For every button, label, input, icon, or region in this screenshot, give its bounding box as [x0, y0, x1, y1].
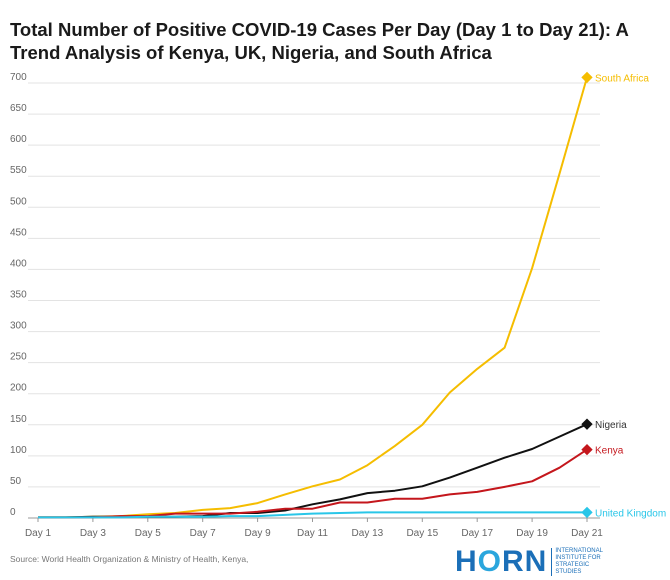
- end-marker-south-africa: [581, 71, 593, 84]
- series-line-united-kingdom: [38, 511, 587, 519]
- y-tick-label: 0: [10, 507, 16, 518]
- y-axis: 0 50 100 150 200 250 300 350 400 450 500 550 600 650 7…: [10, 72, 27, 518]
- series-labels: South Africa Nigeria Kenya United Kingdom: [595, 73, 666, 519]
- y-tick-label: 300: [10, 321, 27, 332]
- series-label-south-africa: South Africa: [595, 73, 649, 84]
- y-tick-label: 50: [10, 476, 22, 487]
- x-tick-label: Day 7: [190, 528, 217, 539]
- y-tick-label: 550: [10, 165, 27, 176]
- y-tick-label: 250: [10, 352, 27, 363]
- series-line-kenya: [38, 448, 588, 519]
- x-tick-label: Day 17: [461, 528, 493, 539]
- y-tick-label: 200: [10, 383, 27, 394]
- y-tick-label: 650: [10, 103, 27, 114]
- end-marker-nigeria: [581, 418, 593, 430]
- series-label-nigeria: Nigeria: [595, 420, 627, 431]
- end-marker-kenya: [581, 443, 593, 456]
- x-tick-label: Day 9: [245, 528, 272, 539]
- end-marker-united-kingdom: [581, 506, 593, 519]
- y-tick-label: 600: [10, 134, 27, 145]
- series-label-kenya: Kenya: [595, 446, 624, 457]
- x-tick-label: Day 15: [406, 528, 438, 539]
- y-tick-label: 500: [10, 196, 27, 207]
- series-line-south-africa: [38, 77, 588, 519]
- logo-tagline: INTERNATIONAL INSTITUTE FOR STRATEGIC ST…: [551, 548, 615, 576]
- line-chart: 0 50 100 150 200 250 300 350 400 450 500 550 600 650 7…: [10, 71, 666, 539]
- y-tick-label: 700: [10, 72, 27, 83]
- series-label-united-kingdom: United Kingdom: [595, 508, 666, 519]
- y-tick-label: 450: [10, 227, 27, 238]
- x-tick-label: Day 21: [571, 528, 603, 539]
- horn-logo: HORN INTERNATIONAL INSTITUTE FOR STRATEG…: [455, 545, 615, 579]
- y-tick-label: 150: [10, 414, 27, 425]
- source-note: Source: World Health Organization & Mini…: [10, 554, 249, 564]
- x-tick-label: Day 13: [352, 528, 384, 539]
- series-line-nigeria: [38, 423, 588, 519]
- series-group: [38, 71, 593, 519]
- logo-wordmark: HORN: [455, 545, 548, 578]
- x-tick-label: Day 1: [25, 528, 52, 539]
- x-tick-label: Day 19: [516, 528, 548, 539]
- x-tick-label: Day 3: [80, 528, 107, 539]
- y-tick-label: 350: [10, 290, 27, 301]
- x-tick-label: Day 11: [297, 528, 328, 539]
- y-tick-label: 400: [10, 258, 27, 269]
- chart-title: Total Number of Positive COVID-19 Cases …: [10, 19, 629, 63]
- x-tick-label: Day 5: [135, 528, 162, 539]
- x-axis: Day 1 Day 3 Day 5 Day 7 Day 9 Day 11 Day 13 Day…: [25, 518, 603, 539]
- y-tick-label: 100: [10, 445, 27, 456]
- grid: [28, 82, 600, 519]
